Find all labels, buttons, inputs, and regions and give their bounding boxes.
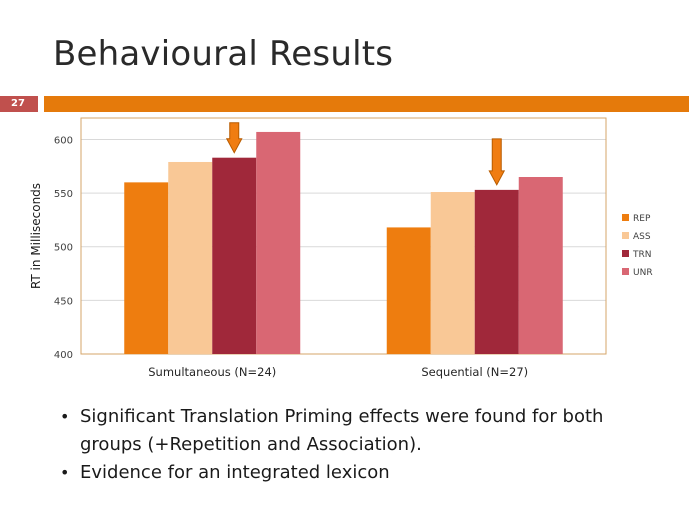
title-rule: 27 <box>0 96 689 112</box>
y-tick-label: 600 <box>54 135 73 146</box>
bar-ass <box>430 192 475 354</box>
plot-frame <box>80 117 607 355</box>
legend-swatch <box>622 268 629 275</box>
bullet-item: • Significant Translation Priming effect… <box>60 403 660 459</box>
legend-swatch <box>622 214 629 221</box>
bar-unr <box>518 177 563 354</box>
down-arrow-icon <box>488 138 506 186</box>
legend-label: UNR <box>633 268 653 278</box>
bullet-item: • Evidence for an integrated lexicon <box>60 459 660 487</box>
legend-label: REP <box>633 214 651 224</box>
y-tick-label: 550 <box>54 189 73 200</box>
legend-swatch <box>622 232 629 239</box>
x-category-label: Sumultaneous (N=24) <box>148 365 276 379</box>
bullet-list: • Significant Translation Priming effect… <box>60 403 660 487</box>
bar-trn <box>474 189 519 354</box>
bar-chart: 400 450 500 550 600 Sumultaneous (N=24) Sequen… <box>29 117 653 379</box>
accent-bar <box>44 96 689 112</box>
x-category-label: Sequential (N=27) <box>421 365 528 379</box>
y-tick-label: 450 <box>54 296 73 307</box>
bar-ass <box>168 161 213 354</box>
bar-unr <box>256 131 301 354</box>
bullet-dot-icon: • <box>60 463 70 482</box>
legend-label: ASS <box>633 232 651 242</box>
legend-label: TRN <box>632 250 651 260</box>
slide-number: 27 <box>0 96 38 112</box>
y-tick-label: 500 <box>54 243 73 254</box>
bar-trn <box>212 157 257 354</box>
y-tick-label: 400 <box>54 350 73 361</box>
bar-rep <box>124 182 169 354</box>
down-arrow-icon <box>225 122 243 154</box>
y-axis-label: RT in Milliseconds <box>29 183 43 289</box>
bar-rep <box>386 227 431 354</box>
bullet-dot-icon: • <box>60 407 70 426</box>
legend-swatch <box>622 250 629 257</box>
slide-title: Behavioural Results <box>53 34 394 74</box>
